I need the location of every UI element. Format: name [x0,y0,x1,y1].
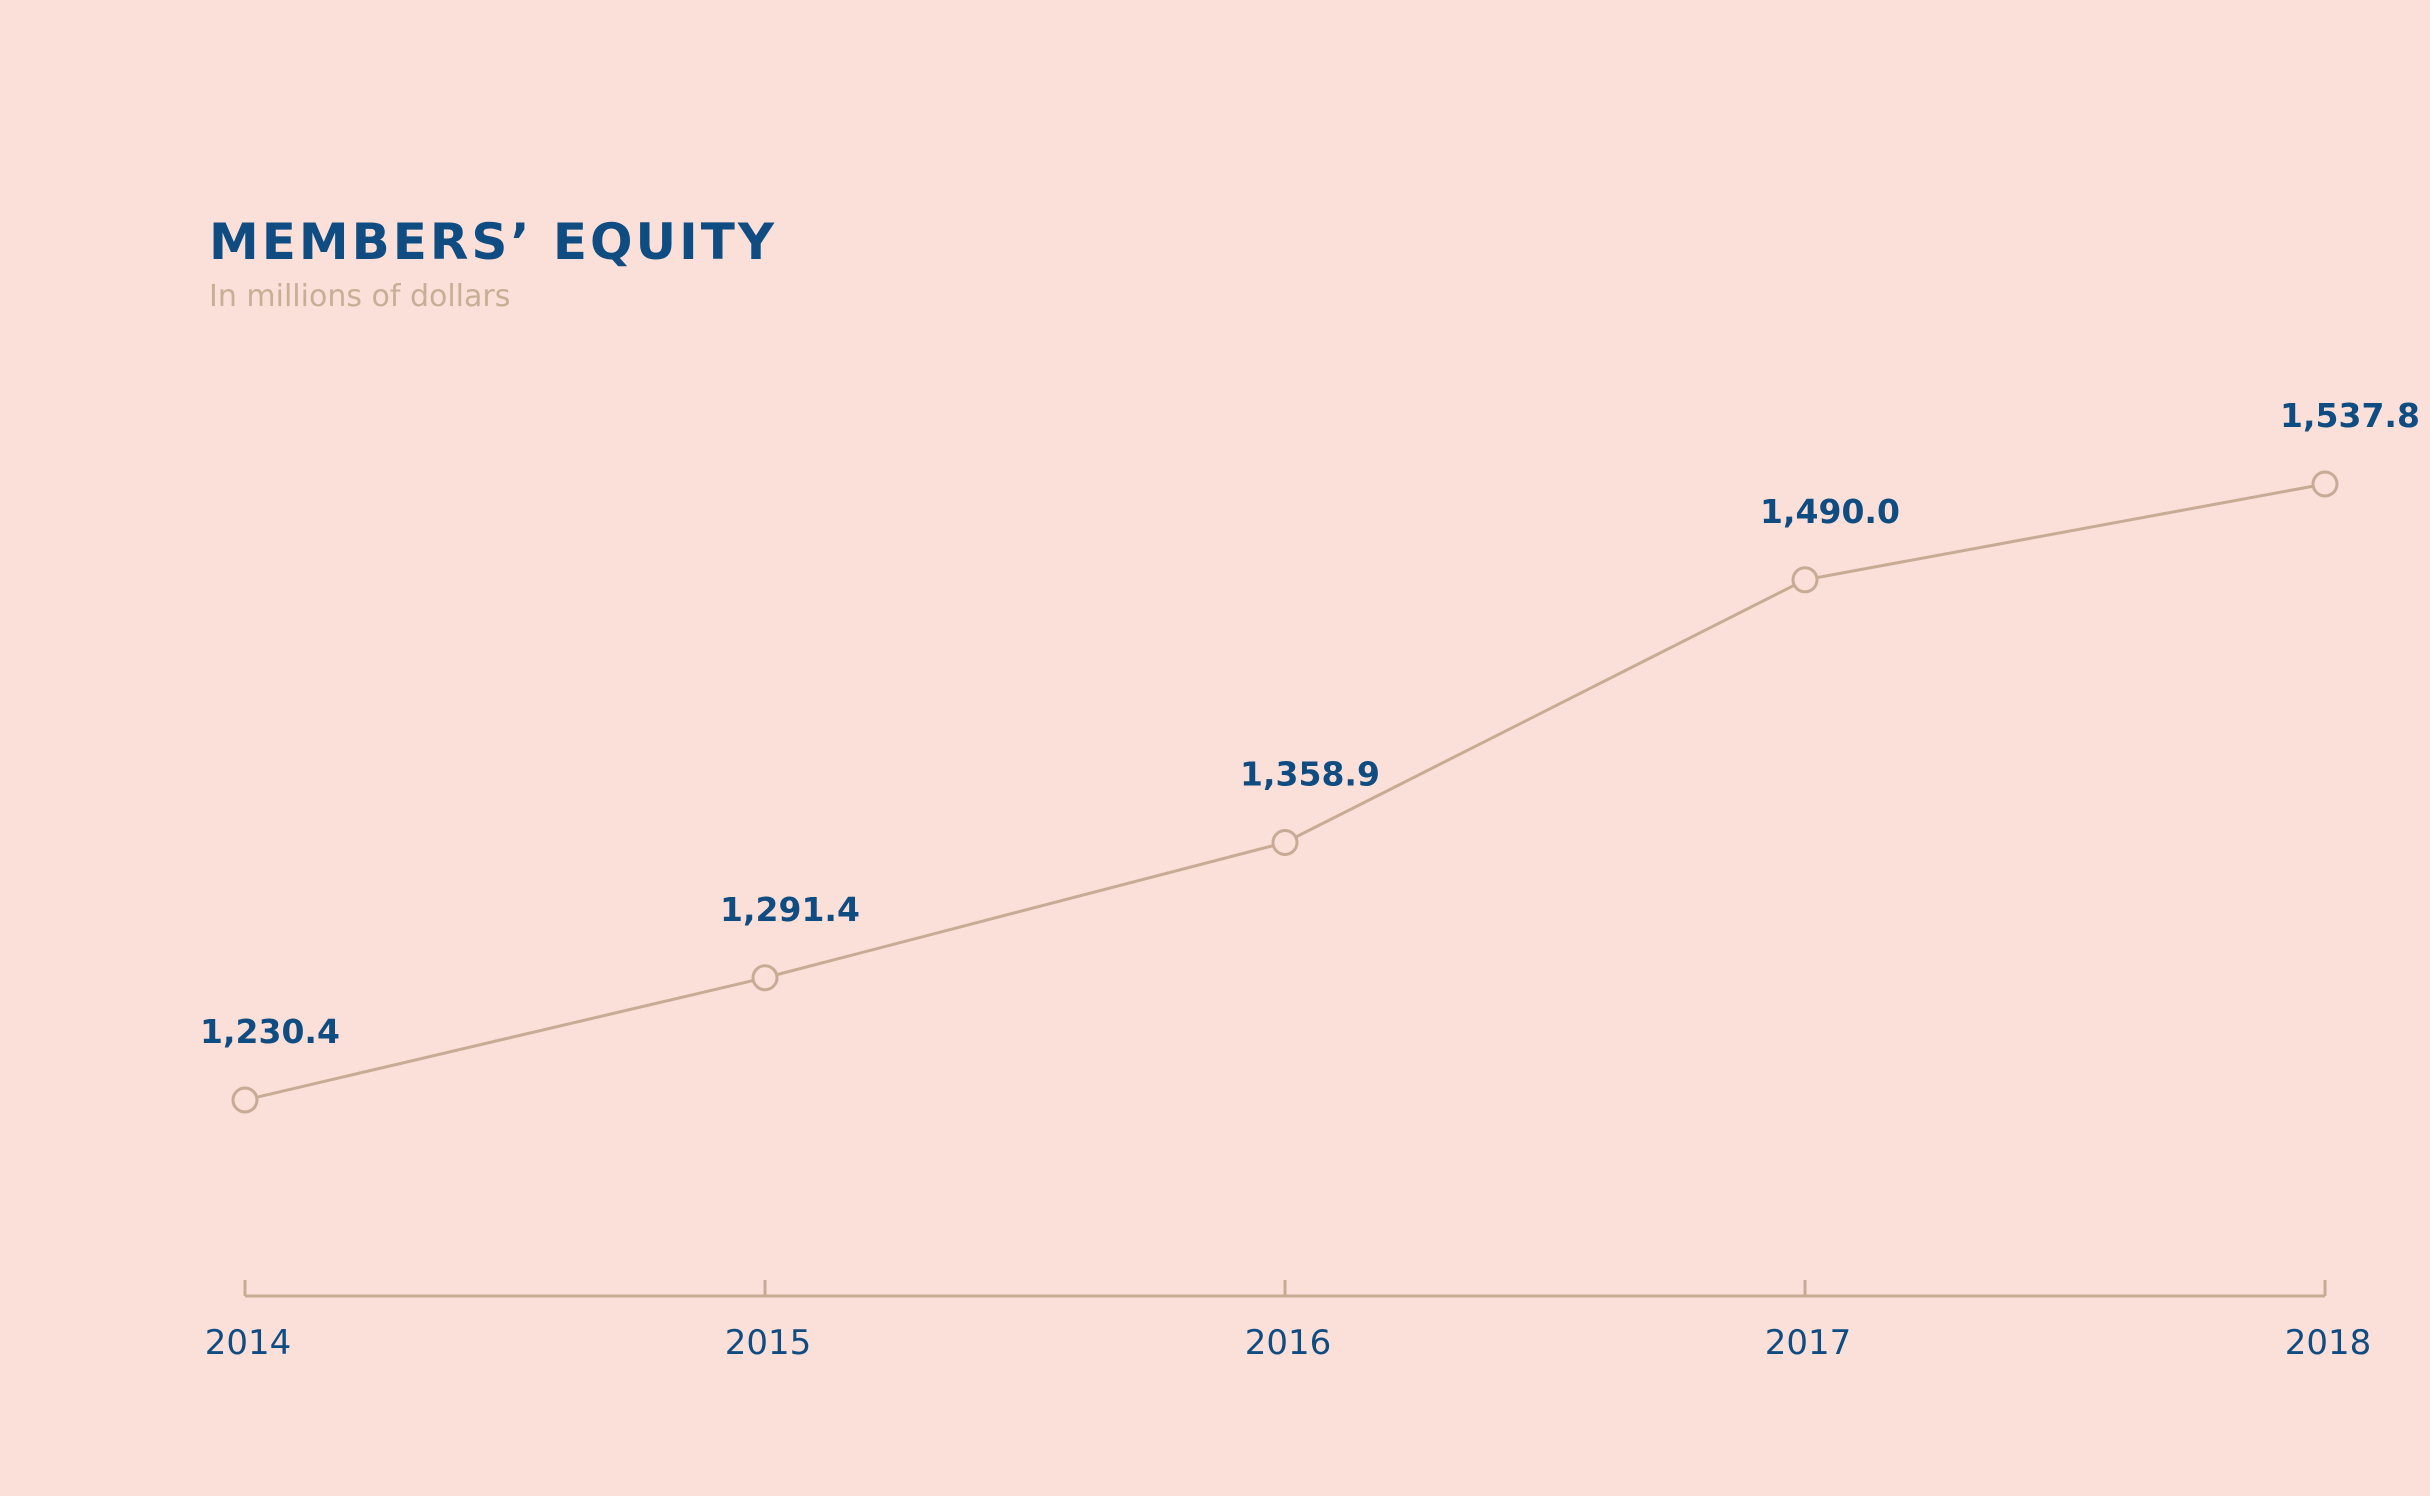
value-label: 1,490.0 [1760,492,1900,531]
x-tick-label: 2018 [2285,1323,2372,1363]
x-tick-label: 2015 [725,1323,812,1363]
value-label: 1,537.8 [2280,396,2420,435]
data-point [231,1086,259,1114]
x-tick-label: 2017 [1765,1323,1852,1363]
chart-subtitle: In millions of dollars [209,279,510,314]
data-point [2311,470,2339,498]
value-label: 1,358.9 [1240,754,1380,793]
data-point [1271,828,1299,856]
x-tick-label: 2014 [205,1323,292,1363]
chart-title: MEMBERS’ EQUITY [209,213,777,271]
value-label: 1,291.4 [720,890,860,929]
data-point [751,964,779,992]
x-tick-label: 2016 [1245,1323,1332,1363]
data-point [1791,566,1819,594]
value-label: 1,230.4 [200,1012,340,1051]
